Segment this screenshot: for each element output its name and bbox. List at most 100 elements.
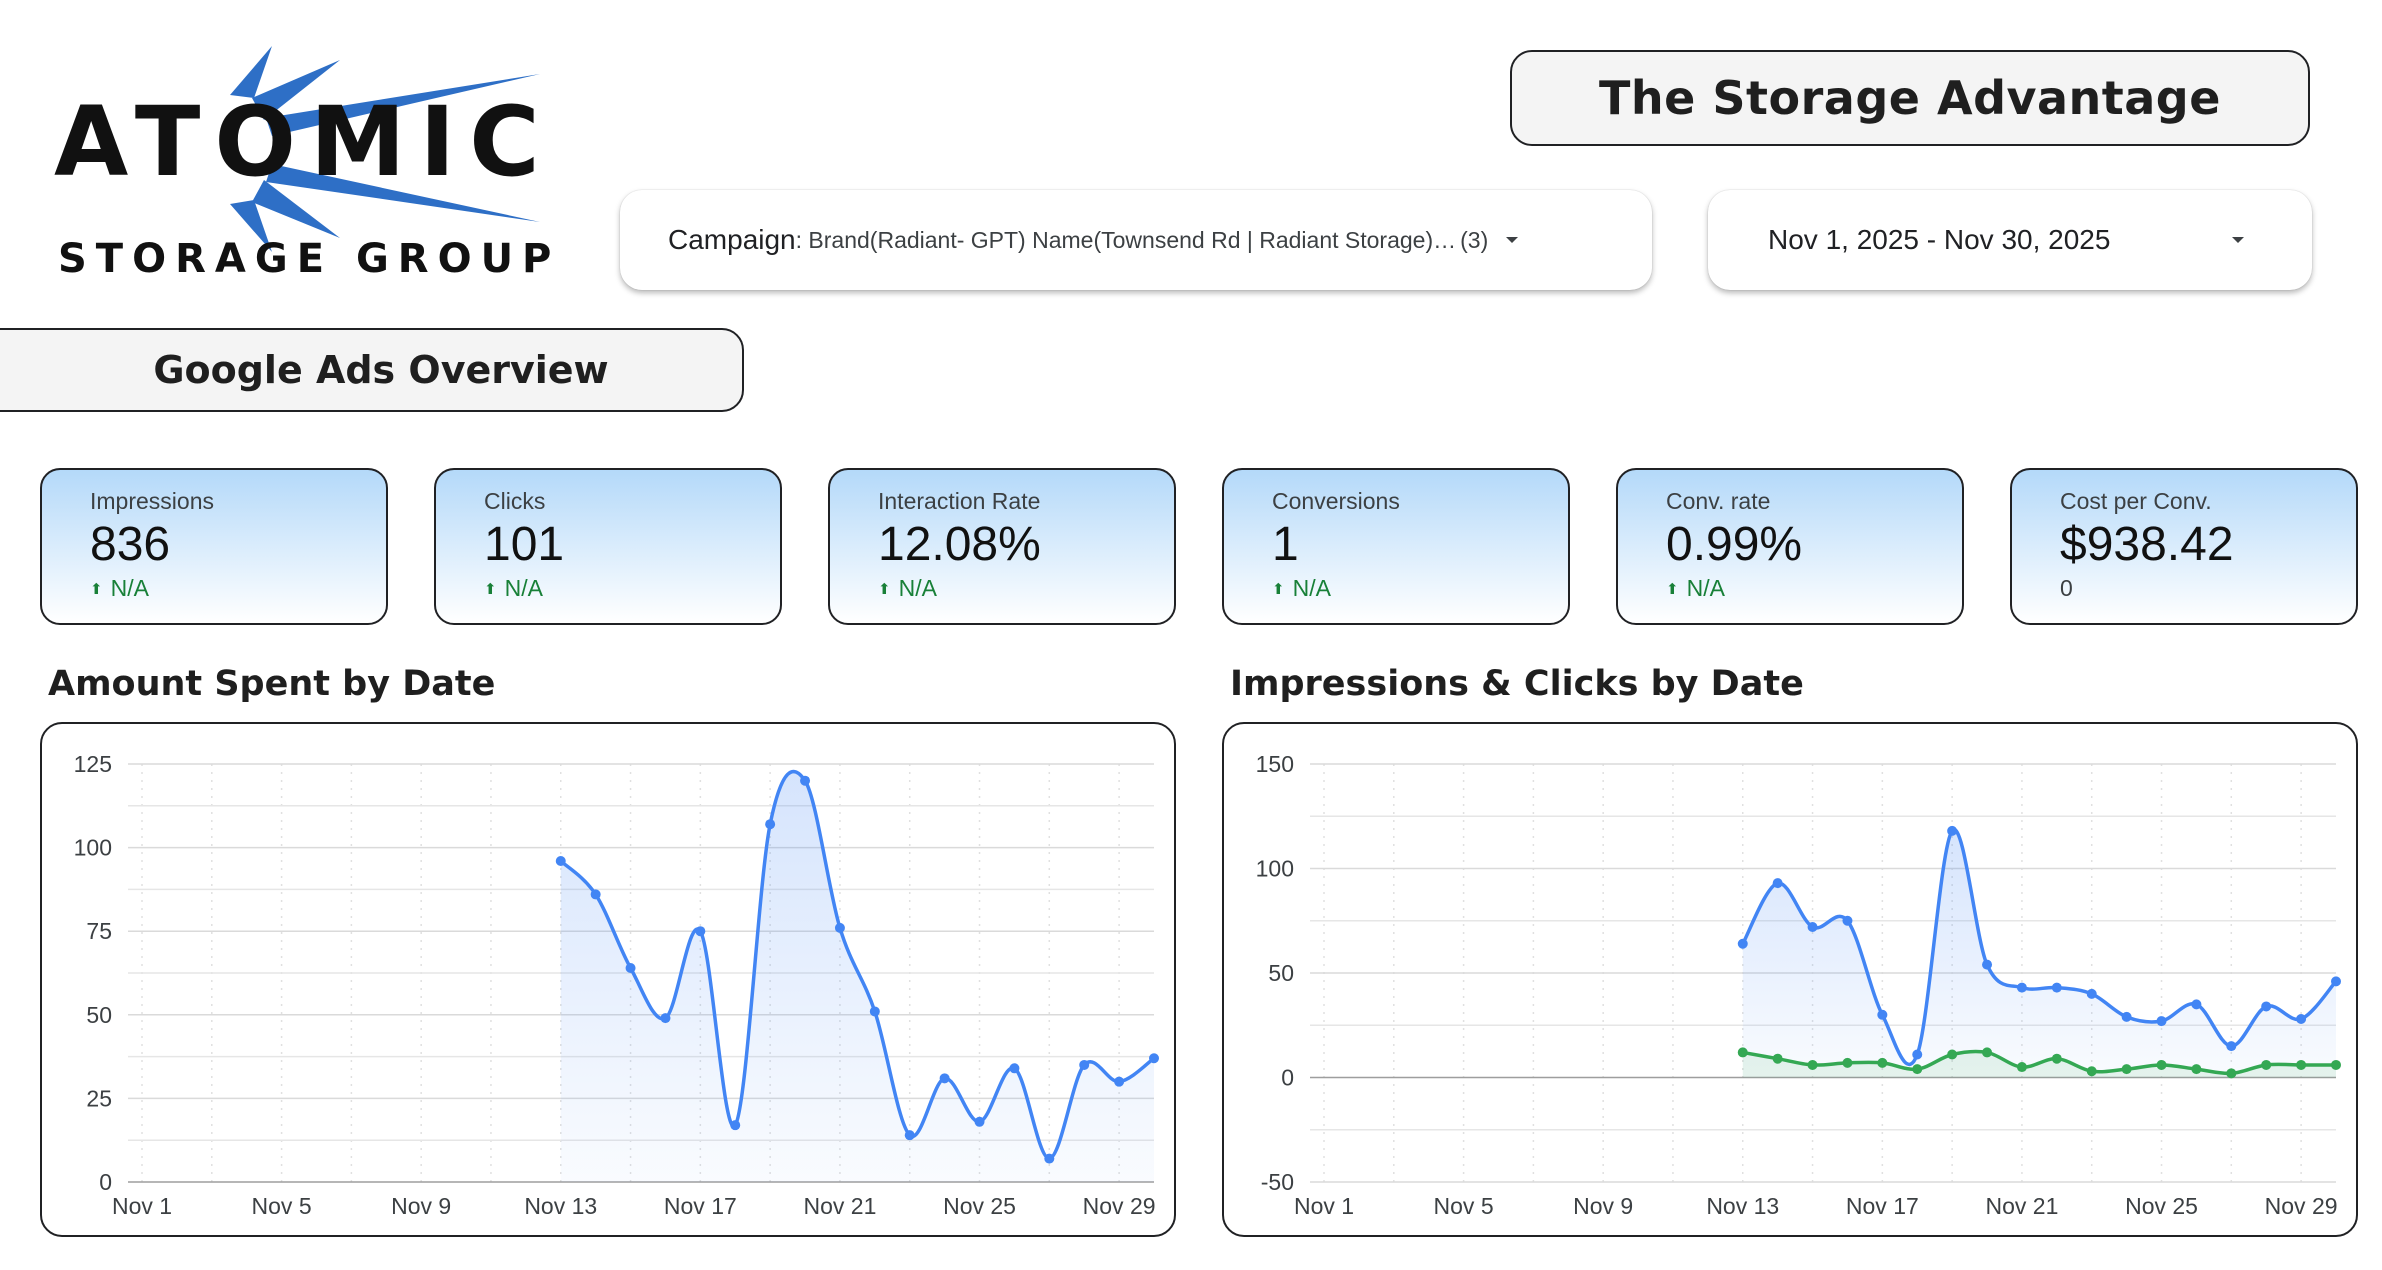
data-point[interactable] [2121,1064,2132,1075]
kpi-label: Conversions [1272,488,1400,514]
data-point[interactable] [2156,1059,2167,1070]
data-point[interactable] [2331,1059,2341,1070]
x-tick-label: Nov 13 [524,1193,597,1219]
data-point[interactable] [660,1013,671,1024]
data-point[interactable] [765,819,776,830]
y-tick-label: 75 [86,918,112,944]
impressions-clicks-chart-svg: -50 0 50 100 150 Nov 1 Nov 5 Nov 9 Nov 13 Nov 17 N… [1256,751,2341,1219]
y-tick-label: 125 [74,751,112,777]
data-point[interactable] [2051,982,2062,993]
kpi-delta: N/A [110,575,149,601]
data-point[interactable] [2016,982,2027,993]
x-tick-label: Nov 1 [1294,1193,1354,1219]
x-tick-label: Nov 25 [2125,1193,2198,1219]
data-point[interactable] [555,855,566,866]
y-tick-label: 100 [74,835,112,861]
data-point[interactable] [1149,1053,1159,1064]
data-point[interactable] [1807,1059,1818,1070]
data-point[interactable] [904,1130,915,1141]
arrow-up-icon: ⬆ [90,581,103,598]
data-point[interactable] [800,775,811,786]
data-point[interactable] [2296,1013,2307,1024]
data-point[interactable] [2226,1041,2237,1052]
data-point[interactable] [2051,1053,2062,1064]
data-point[interactable] [2016,1062,2027,1073]
data-point[interactable] [1772,878,1783,889]
report-title: The Storage Advantage [1599,71,2221,125]
x-tick-label: Nov 13 [1706,1193,1779,1219]
x-tick-label: Nov 17 [664,1193,737,1219]
data-point[interactable] [1947,1049,1958,1060]
data-point[interactable] [2331,976,2341,987]
data-point[interactable] [2086,1066,2097,1077]
arrow-up-icon: ⬆ [1666,581,1679,598]
data-point[interactable] [1842,915,1853,926]
data-point[interactable] [1982,959,1993,970]
data-point[interactable] [1807,922,1818,933]
data-point[interactable] [834,922,845,933]
data-point[interactable] [1982,1047,1993,1058]
logo-text-atomic: ATOMIC [54,86,554,198]
y-tick-label: 50 [86,1002,112,1028]
x-tick-label: Nov 5 [252,1193,312,1219]
data-point[interactable] [1877,1057,1888,1068]
data-point[interactable] [625,962,636,973]
data-point[interactable] [1877,1009,1888,1020]
y-tick-label: 0 [99,1169,112,1195]
logo-mark: ATOMIC STORAGE GROUP [54,46,554,282]
data-point[interactable] [2086,988,2097,999]
atomic-storage-group-logo: ATOMIC STORAGE GROUP [40,40,560,290]
data-point[interactable] [2191,999,2202,1010]
kpi-delta: N/A [504,575,543,601]
data-point[interactable] [869,1006,880,1017]
x-tick-label: Nov 17 [1846,1193,1919,1219]
kpi-delta: N/A [898,575,937,601]
data-point[interactable] [1044,1153,1055,1164]
date-range-value: Nov 1, 2025 - Nov 30, 2025 [1768,224,2111,255]
data-point[interactable] [939,1073,950,1084]
data-point[interactable] [2226,1068,2237,1079]
impressions-clicks-chart[interactable]: -50 0 50 100 150 Nov 1 Nov 5 Nov 9 Nov 13 Nov 17 N… [1222,722,2358,1237]
series-line [559,769,1156,1161]
campaign-filter-value: : Brand(Radiant- GPT) Name(Townsend Rd |… [795,226,1457,253]
data-point[interactable] [2156,1016,2167,1027]
data-point[interactable] [695,926,706,937]
kpi-label: Clicks [484,488,546,514]
data-point[interactable] [2261,1059,2272,1070]
data-point[interactable] [730,1120,741,1131]
y-tick-label: 100 [1256,856,1294,882]
data-point[interactable] [2296,1059,2307,1070]
data-point[interactable] [1009,1063,1020,1074]
data-point[interactable] [2121,1011,2132,1022]
data-point[interactable] [1772,1053,1783,1064]
data-point[interactable] [1737,1047,1748,1058]
kpi-card-interaction-rate: Interaction Rate 12.08% ⬆ N/A [828,468,1176,625]
y-tick-label: 50 [1268,960,1294,986]
arrow-up-icon: ⬆ [1272,581,1285,598]
data-point[interactable] [1842,1057,1853,1068]
amount-spent-chart[interactable]: 0 25 50 75 100 125 Nov 1 Nov 5 Nov 9 Nov 13 Nov 17… [40,722,1176,1237]
x-tick-label: Nov 1 [112,1193,172,1219]
data-point[interactable] [2261,1001,2272,1012]
data-point[interactable] [590,889,601,900]
y-tick-label: 0 [1281,1065,1294,1091]
chevron-down-icon[interactable] [1506,237,1519,243]
data-point[interactable] [1114,1076,1125,1087]
x-tick-label: Nov 29 [1083,1193,1156,1219]
chevron-down-icon[interactable] [2232,237,2244,243]
data-point[interactable] [2191,1064,2202,1075]
data-point[interactable] [1737,938,1748,949]
report-title-box: The Storage Advantage [1510,50,2310,146]
kpi-label: Interaction Rate [878,488,1041,514]
data-point[interactable] [1947,825,1958,836]
x-tick-label: Nov 9 [1573,1193,1633,1219]
date-range-filter[interactable]: Nov 1, 2025 - Nov 30, 2025 [1708,190,2312,290]
data-point[interactable] [1912,1049,1923,1060]
campaign-filter[interactable]: Campaign : Brand(Radiant- GPT) Name(Town… [620,190,1652,290]
data-point[interactable] [1912,1064,1923,1075]
chart-title-amount-spent: Amount Spent by Date [48,664,496,704]
kpi-value: $938.42 [2060,518,2234,571]
campaign-filter-label: Campaign [668,224,796,255]
data-point[interactable] [974,1116,985,1127]
data-point[interactable] [1079,1059,1090,1070]
